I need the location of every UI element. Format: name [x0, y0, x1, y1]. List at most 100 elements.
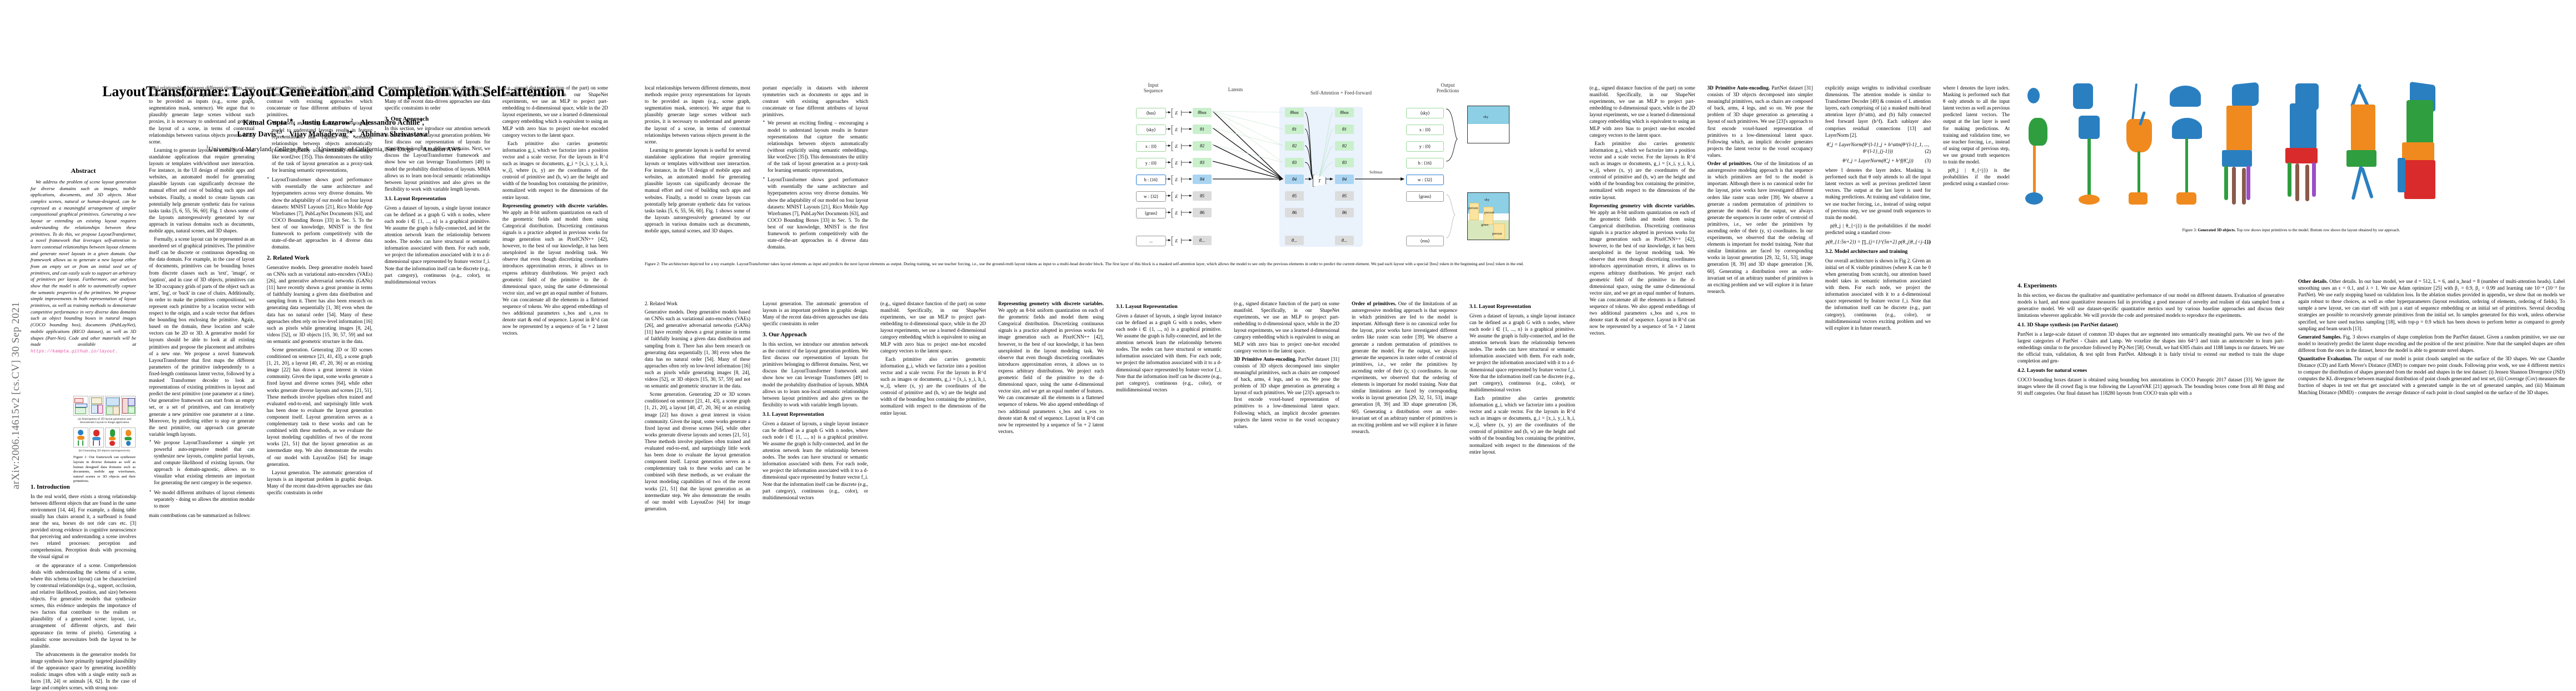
generated-chair-back-4	[2406, 100, 2433, 145]
generated-chair-leg-2	[2288, 162, 2291, 197]
shape-thumb	[89, 427, 104, 448]
input-token[interactable]: ⟨grass⟩	[1136, 208, 1166, 218]
input-token[interactable]: x : ⟨0⟩	[1136, 141, 1166, 152]
input-token[interactable]: ...	[1136, 236, 1166, 246]
paragraph-text: PartNet dataset [31] consists of 3D obje…	[1707, 85, 1813, 158]
paragraph: 2. Related Work	[645, 301, 677, 306]
canvas-label-person: person	[1484, 211, 1494, 215]
prediction-token[interactable]: y : ⟨0⟩	[1406, 141, 1444, 152]
paragraph: 3D Primitive Auto-encoding. PartNet data…	[1707, 84, 1813, 158]
paragraph-text: We apply an 8-bit uniform quantization o…	[502, 209, 608, 336]
affiliation-sup: 1	[206, 144, 208, 150]
latent-vector: θ3	[1193, 158, 1212, 167]
bullet-item: We propose LayoutTransformer a simple ye…	[149, 439, 255, 486]
figure-1-row-b	[73, 427, 136, 448]
canvas-label-sky: sky	[1484, 198, 1490, 202]
generated-chair-leg-2	[2312, 162, 2316, 197]
paragraph: explicitly assign weights to individual …	[1825, 85, 1931, 138]
equation-body: θ̂_j = LayerNorm(θ^{l-1}_j + h^attn(θ^{l…	[1826, 141, 1930, 154]
subsection-heading-layouts-natural-scenes: 4.2. Layouts for natural scenes	[2017, 367, 2087, 374]
run-in-heading: 3D Primitive Auto-encoding.	[1707, 85, 1770, 91]
paragraph: local relationships between different el…	[645, 85, 750, 145]
paragraph: Representing geometry with discrete vari…	[1590, 202, 1695, 337]
paragraph: Each primitive also carries geometric in…	[880, 356, 986, 416]
equation-number: (2)	[1925, 148, 1931, 154]
figure-2-header-input: Input Sequence	[1143, 82, 1163, 93]
prediction-token[interactable]: h : ⟨16⟩	[1406, 158, 1444, 168]
generated-lamp-base-4	[2176, 192, 2196, 205]
generated-lamp-base-2	[2079, 195, 2100, 205]
run-in-heading: Representing geometry with discrete vari…	[998, 301, 1104, 306]
paragraph: (e.g., signed distance function of the p…	[502, 85, 608, 138]
partial-scene-canvas: sky	[1467, 106, 1509, 143]
affiliation-text: Amazon AWS	[422, 145, 461, 153]
encoder-icon: E	[1172, 125, 1182, 135]
generated-chair-back-3	[2351, 105, 2375, 151]
abstract-text: We address the problem of scene layout g…	[31, 179, 136, 347]
column-8: 2. Related Work Generative models. Deep …	[645, 300, 750, 656]
latent-vector-attn: θ6	[1285, 208, 1304, 217]
paragraph: In this section, we introduce our attent…	[385, 126, 490, 192]
generated-chair-leg-2	[2305, 165, 2309, 201]
input-token-selected[interactable]: h : ⟨16⟩	[1136, 175, 1166, 185]
input-token[interactable]: w : ⟨32⟩	[1136, 191, 1166, 202]
layout-thumb	[121, 396, 136, 416]
paragraph: Learning to generate layouts is useful f…	[149, 147, 255, 233]
paragraph: Quantitative Evaluation. The output of o…	[2298, 355, 2565, 396]
column-10: (e.g., signed distance function of the p…	[880, 300, 986, 656]
latent-vector-attn: θ2	[1285, 141, 1304, 151]
paragraph: In this section, we introduce our attent…	[763, 341, 868, 407]
paragraph: Representing geometry with discrete vari…	[998, 300, 1104, 435]
column-20: 4. Experiments In this section, we discu…	[2017, 278, 2284, 662]
run-in-heading: Order of primitives.	[1707, 161, 1752, 167]
equation-1: p(θ_{1:5n+2}) = ∏_{j=1}^{5n+2} p(θ_j|θ_{…	[1825, 238, 1931, 245]
paragraph: In this section, we discuss the qualitat…	[2017, 292, 2284, 318]
column-18: explicitly assign weights to individual …	[1825, 84, 1931, 657]
equation-body: p(θ_{1:5n+2}) = ∏_{j=1}^{5n+2} p(θ_j|θ_{…	[1826, 238, 1930, 245]
latent-vector: θ2	[1193, 141, 1212, 151]
project-url[interactable]: https://kampta.github.io/layout.	[31, 349, 118, 354]
equation-3: θ^l_j = LayerNorm(θ̂_j + h^f(θ̂_j)) (3)	[1825, 157, 1931, 164]
prediction-token[interactable]: ⟨grass⟩	[1406, 191, 1444, 202]
input-token[interactable]: y : ⟨0⟩	[1136, 158, 1166, 168]
subsection-heading-model-architecture: 3.2. Model architecture and training	[1825, 248, 1908, 255]
layout-thumb	[89, 396, 104, 416]
paragraph-text: Fig. 3 shows examples of shape completio…	[2298, 334, 2565, 353]
prediction-token[interactable]: ⟨eos⟩	[1406, 236, 1444, 246]
paragraph: (e.g., signed distance function of the p…	[1234, 301, 1339, 354]
shape-thumb	[73, 427, 88, 448]
paragraph: In the real world, there exists a strong…	[31, 493, 136, 560]
encoder-icon: E	[1172, 236, 1182, 246]
run-in-heading: 3D Primitive Auto-encoding.	[1234, 356, 1297, 362]
prediction-token-selected[interactable]: w : ⟨32⟩	[1406, 175, 1444, 185]
bullet-item: We present an exciting finding – encoura…	[763, 119, 868, 173]
run-in-heading: Generated Samples.	[2298, 334, 2342, 340]
input-token[interactable]: ⟨sky⟩	[1136, 125, 1166, 135]
figure-1-caption: Figure 1: Our framework can synthesize l…	[73, 455, 136, 484]
latent-vector-out: θ4	[1335, 175, 1354, 184]
generated-chair-legs-3b	[2360, 167, 2374, 199]
column-17: 3D Primitive Auto-encoding. PartNet data…	[1707, 84, 1813, 657]
paragraph: Our overall architecture is shown in Fig…	[1825, 257, 1931, 331]
paragraph: Formally, a scene layout can be represen…	[149, 236, 255, 437]
figure-2-header-predictions: Output Predictions	[1436, 82, 1459, 93]
generated-lamp-base-3	[2129, 192, 2148, 205]
input-token[interactable]: ⟨bos⟩	[1136, 108, 1166, 118]
column-1: 1. Introduction In the real world, there…	[31, 479, 136, 690]
figure-2-caption: Figure 2: The architecture depicted for …	[645, 261, 1524, 266]
prediction-token[interactable]: x : ⟨0⟩	[1406, 125, 1444, 135]
latent-vector-attn: θ5	[1285, 191, 1304, 201]
paragraph: Generative models. Deep generative model…	[645, 309, 750, 389]
figure-3-caption: Figure 3: Generated 3D objects. Top row …	[2017, 228, 2565, 232]
figure-2-header-attention: Self-Attention + Feed-forward	[1310, 90, 1372, 96]
generated-chair-back	[2226, 106, 2252, 151]
section-heading-our-approach-2: 3. Our Approach	[763, 331, 807, 339]
encoder-icon: E	[1172, 192, 1182, 201]
canvas-label-sky: sky	[1483, 115, 1489, 119]
latent-vector-out: θ6	[1335, 208, 1354, 217]
figure-2-header-latents: Latents	[1228, 87, 1243, 92]
prediction-token[interactable]: ⟨sky⟩	[1406, 108, 1444, 118]
layout-thumb	[73, 396, 88, 416]
generated-chair-seat-2	[2285, 148, 2318, 163]
